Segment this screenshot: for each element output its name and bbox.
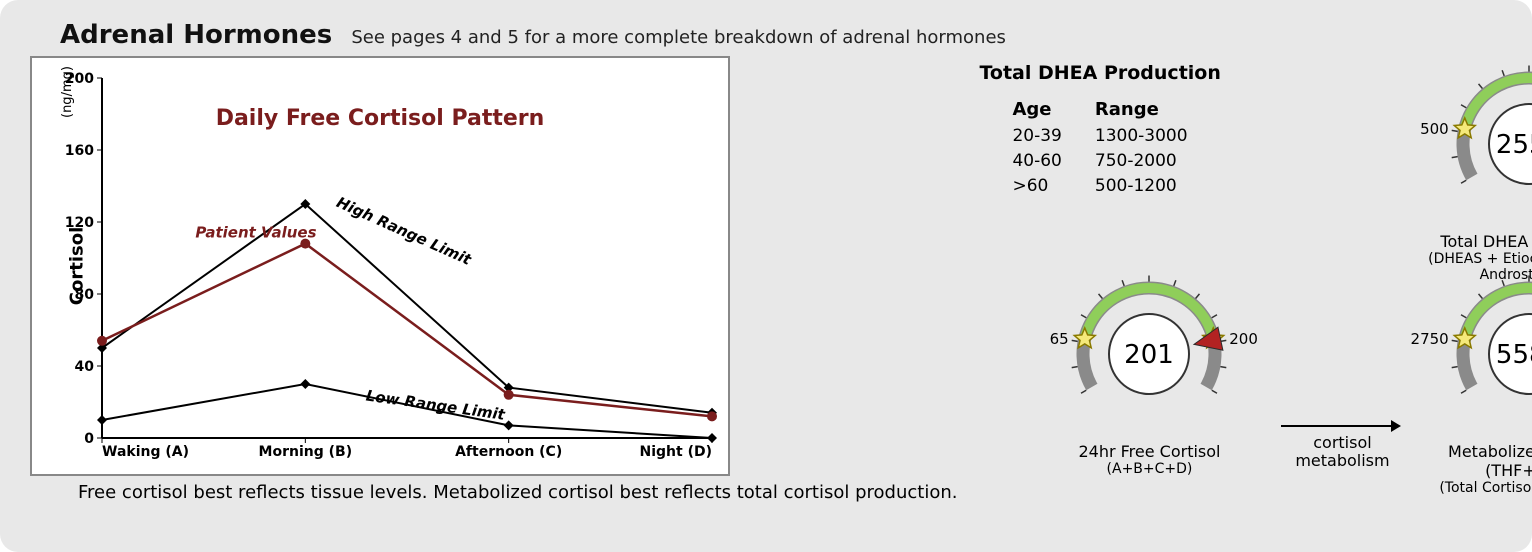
gauge-subtitle: (Total Cortisol Production) <box>1409 480 1532 496</box>
svg-text:0: 0 <box>84 431 94 447</box>
svg-text:Afternoon (C): Afternoon (C) <box>455 444 562 460</box>
svg-text:5581: 5581 <box>1496 340 1532 370</box>
dhea-range-table: Age Range 20-391300-300040-60750-2000>60… <box>1009 96 1219 200</box>
panel-header: Adrenal Hormones See pages 4 and 5 for a… <box>30 10 1502 56</box>
gauge-dhea: 50030002550Total DHEA Production(DHEAS +… <box>1409 56 1532 283</box>
table-cell: 1300-3000 <box>1094 125 1218 148</box>
svg-text:2550: 2550 <box>1496 130 1532 160</box>
chart-title: Daily Free Cortisol Pattern <box>32 106 728 131</box>
gauge-title: Metabolized Cortisol (THF+THE) <box>1409 442 1532 480</box>
svg-text:160: 160 <box>65 143 94 159</box>
gauge-metabolized-cortisol: 275065005581Metabolized Cortisol (THF+TH… <box>1409 266 1532 496</box>
svg-text:High Range Limit: High Range Limit <box>334 193 475 269</box>
panel-title: Adrenal Hormones <box>60 20 332 50</box>
right-column: Total DHEA Production Age Range 20-39130… <box>969 56 1502 503</box>
table-cell: 500-1200 <box>1094 175 1218 198</box>
chart-footnote: Free cortisol best reflects tissue level… <box>30 476 957 503</box>
adrenal-panel: Adrenal Hormones See pages 4 and 5 for a… <box>0 0 1532 552</box>
svg-text:40: 40 <box>75 359 95 375</box>
cortisol-chart: Cortisol (ng/mg) Daily Free Cortisol Pat… <box>30 56 730 476</box>
y-axis-label: Cortisol <box>67 227 88 305</box>
svg-text:200: 200 <box>1230 330 1259 348</box>
gauge-subtitle: (A+B+C+D) <box>1029 461 1269 477</box>
svg-text:Patient Values: Patient Values <box>195 224 316 242</box>
table-cell: 40-60 <box>1011 150 1091 173</box>
metabolism-arrow-label: cortisolmetabolism <box>1287 434 1397 469</box>
svg-text:201: 201 <box>1125 340 1175 370</box>
svg-text:2750: 2750 <box>1411 330 1449 348</box>
gauge-free-cortisol: 65 200 201 24hr Free Cortisol(A+B+C+D) <box>1029 266 1269 477</box>
panel-content: Cortisol (ng/mg) Daily Free Cortisol Pat… <box>30 56 1502 503</box>
table-cell: 750-2000 <box>1094 150 1218 173</box>
dhea-col-age: Age <box>1011 98 1091 123</box>
gauge-title: 24hr Free Cortisol <box>1029 442 1269 461</box>
svg-text:Morning (B): Morning (B) <box>259 444 353 460</box>
chart-column: Cortisol (ng/mg) Daily Free Cortisol Pat… <box>30 56 957 503</box>
gauge-title: Total DHEA Production <box>1409 232 1532 251</box>
dhea-col-range: Range <box>1094 98 1218 123</box>
panel-subtitle: See pages 4 and 5 for a more complete br… <box>351 27 1006 48</box>
svg-text:Night (D): Night (D) <box>640 444 713 460</box>
table-cell: >60 <box>1011 175 1091 198</box>
svg-text:500: 500 <box>1421 120 1450 138</box>
svg-text:65: 65 <box>1050 330 1069 348</box>
svg-text:Low Range Limit: Low Range Limit <box>365 387 507 424</box>
table-cell: 20-39 <box>1011 125 1091 148</box>
svg-text:Waking (A): Waking (A) <box>102 444 189 460</box>
